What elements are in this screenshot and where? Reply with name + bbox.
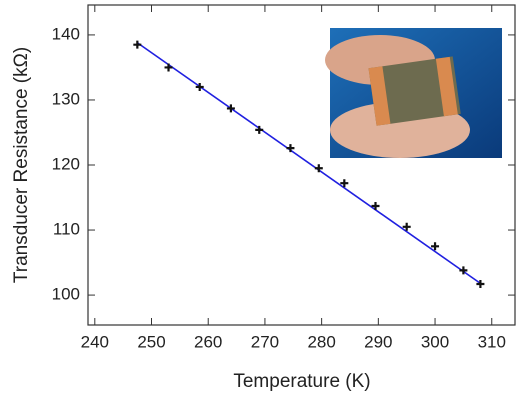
x-tick-label: 240 <box>81 332 109 351</box>
data-point <box>286 144 295 153</box>
data-point <box>431 242 440 251</box>
y-axis-title: Transducer Resistance (kΩ) <box>11 47 32 283</box>
x-tick-label: 310 <box>478 332 506 351</box>
data-point <box>133 40 142 49</box>
data-point <box>226 104 235 113</box>
data-point <box>255 125 264 134</box>
y-tick-label: 120 <box>52 154 80 173</box>
data-point <box>314 164 323 173</box>
data-point <box>371 201 380 210</box>
data-point <box>164 63 173 72</box>
x-tick-label: 300 <box>421 332 449 351</box>
y-tick-label: 130 <box>52 89 80 108</box>
data-point <box>459 266 468 275</box>
x-tick-label: 270 <box>251 332 279 351</box>
data-point <box>195 82 204 91</box>
data-point <box>402 222 411 231</box>
fit-line <box>136 42 481 285</box>
data-point <box>476 280 485 289</box>
y-tick-label: 110 <box>53 220 80 239</box>
data-point <box>340 179 349 188</box>
x-tick-label: 290 <box>364 332 392 351</box>
x-tick-label: 250 <box>137 332 165 351</box>
x-axis-title: Temperature (K) <box>233 371 370 392</box>
inset-photo <box>325 28 502 158</box>
y-tick-label: 100 <box>52 285 80 304</box>
x-tick-label: 280 <box>307 332 335 351</box>
y-tick-label: 140 <box>52 24 80 43</box>
x-tick-label: 260 <box>194 332 222 351</box>
